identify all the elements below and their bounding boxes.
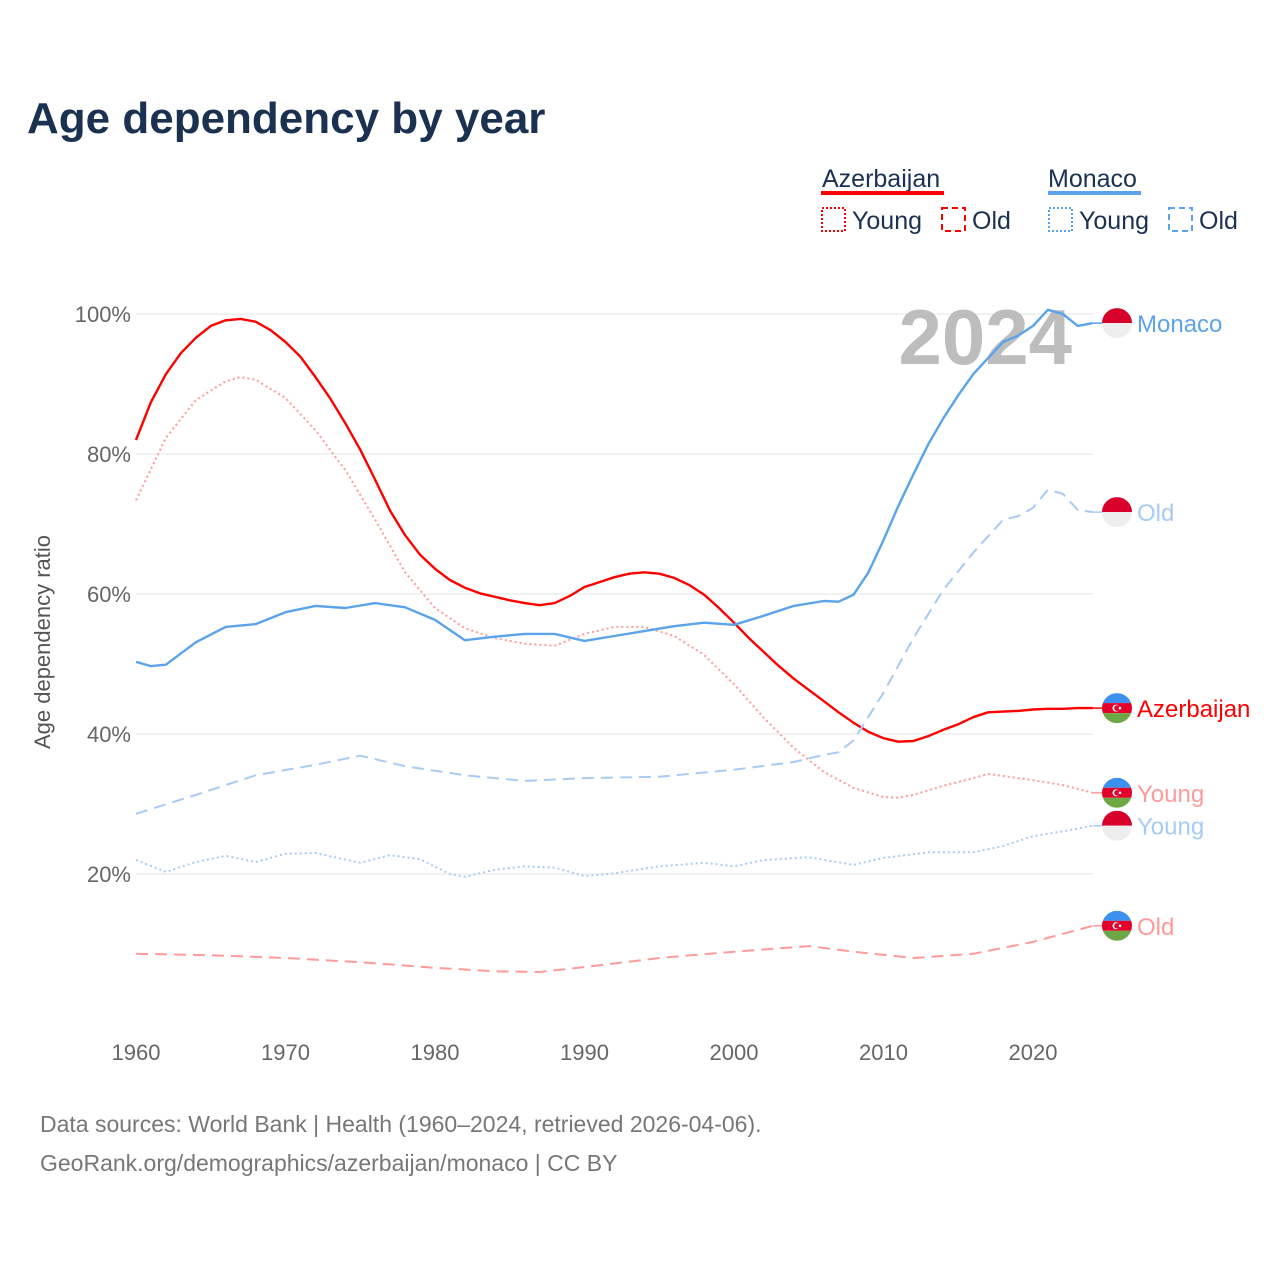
legend-dotted-swatch [821,207,846,232]
x-tick-label: 1960 [112,1040,161,1065]
series-line-monaco-old[interactable] [135,488,1093,815]
end-label-azerbaijan-young: Young [1137,781,1204,808]
series-line-azerbaijan-old[interactable] [135,924,1094,973]
legend-monaco-swatch [1048,191,1141,195]
y-axis-label: Age dependency ratio [30,535,55,749]
legend-dotted-swatch [1048,207,1073,232]
legend-azerbaijan-swatch [821,191,944,195]
x-tick-label: 2010 [859,1040,908,1065]
y-tick-label: 20% [87,862,131,887]
y-tick-label: 40% [87,722,131,747]
monaco-flag-icon [1102,810,1132,841]
x-tick-label: 1990 [560,1040,609,1065]
legend-item-azerbaijan-young[interactable]: Young [852,207,922,235]
x-tick-label: 2020 [1009,1040,1058,1065]
legend-item-monaco-young[interactable]: Young [1079,207,1149,235]
series-line-monaco-young[interactable] [135,824,1093,878]
end-labels: Azerbaijan Young Old Monaco Old Young [1092,308,1250,941]
x-tick-label: 1980 [411,1040,460,1065]
x-axis: 1960 1970 1980 1990 2000 2010 2020 [112,1040,1058,1065]
azerbaijan-flag-icon [1102,693,1132,724]
legend-item-monaco-old[interactable]: Old [1199,207,1238,235]
y-axis: 20% 40% 60% 80% 100% [75,302,131,887]
legend-item-azerbaijan-old[interactable]: Old [972,207,1011,235]
series-lines [134,308,1094,973]
y-tick-label: 80% [87,442,131,467]
legend: Azerbaijan Young Old Monaco Young Old [821,165,1238,235]
monaco-flag-icon [1102,497,1132,528]
legend-group-monaco[interactable]: Monaco [1048,165,1137,193]
series-line-monaco[interactable] [135,308,1094,668]
chart-title: Age dependency by year [27,94,545,143]
end-label-azerbaijan-old: Old [1137,914,1174,941]
azerbaijan-flag-icon [1102,777,1132,808]
y-tick-label: 60% [87,582,131,607]
source-text: Data sources: World Bank | Health (1960–… [40,1111,762,1137]
series-line-azerbaijan[interactable] [134,317,1093,743]
monaco-flag-icon [1102,308,1132,339]
x-tick-label: 2000 [710,1040,759,1065]
legend-group-azerbaijan[interactable]: Azerbaijan [822,165,940,193]
source-link[interactable]: GeoRank.org/demographics/azerbaijan/mona… [40,1150,617,1176]
legend-dashed-swatch [941,207,966,232]
azerbaijan-flag-icon [1102,910,1132,941]
gridlines [136,313,1093,875]
legend-dashed-swatch [1168,207,1193,232]
end-label-monaco-young: Young [1137,814,1204,841]
end-label-monaco-old: Old [1137,500,1174,527]
end-label-monaco: Monaco [1137,311,1222,338]
year-watermark: 2024 [898,293,1072,381]
end-label-azerbaijan: Azerbaijan [1137,696,1250,723]
series-line-azerbaijan-young[interactable] [135,376,1094,799]
y-tick-label: 100% [75,302,131,327]
x-tick-label: 1970 [261,1040,310,1065]
